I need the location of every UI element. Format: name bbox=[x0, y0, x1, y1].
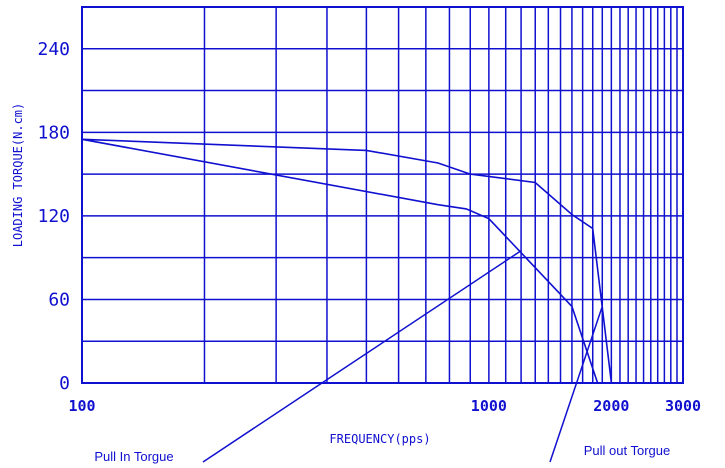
annotation-leader-line bbox=[202, 250, 522, 463]
x-tick-label: 3000 bbox=[665, 397, 701, 415]
y-tick-label: 180 bbox=[37, 122, 70, 143]
series-lines bbox=[81, 138, 613, 384]
y-tick-label: 60 bbox=[48, 289, 70, 310]
x-axis-label: FREQUENCY(pps) bbox=[329, 432, 430, 446]
x-tick-label: 2000 bbox=[593, 397, 629, 415]
x-tick-label: 1000 bbox=[471, 397, 507, 415]
y-tick-label: 120 bbox=[37, 206, 70, 227]
y-axis-label: LOADING TORQUE(N.cm) bbox=[11, 103, 25, 248]
y-tick-label: 240 bbox=[37, 39, 70, 60]
annotations: Pull In Torgue Pull out Torgue bbox=[94, 250, 671, 464]
y-tick-labels: 0 60 120 180 240 bbox=[37, 39, 70, 394]
pull-in-torque-line bbox=[81, 138, 599, 384]
annotation-label: Pull In Torgue bbox=[94, 449, 173, 464]
x-tick-labels: 100 1000 2000 3000 bbox=[68, 397, 701, 415]
x-tick-label: 100 bbox=[68, 397, 95, 415]
y-tick-label: 0 bbox=[59, 373, 70, 394]
plot-frame bbox=[81, 6, 684, 384]
annotation-leader-line bbox=[549, 306, 604, 463]
annotation-label: Pull out Torgue bbox=[584, 443, 671, 458]
pull-out-torque-line bbox=[81, 138, 613, 384]
